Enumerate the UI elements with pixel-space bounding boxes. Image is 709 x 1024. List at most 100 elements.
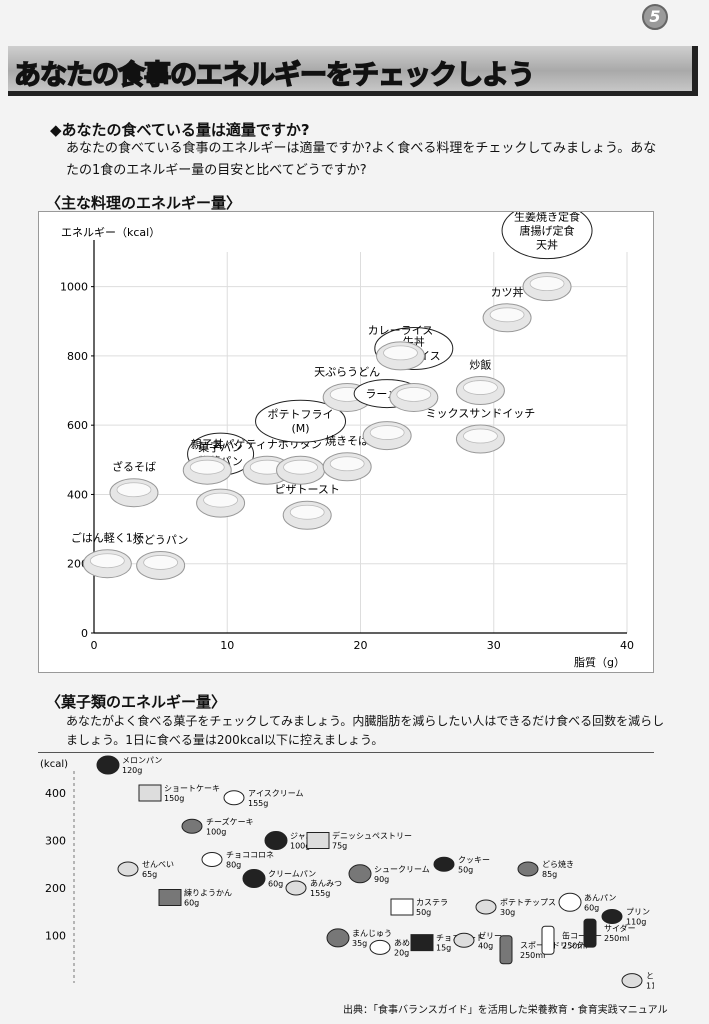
- food-dish-top: [189, 459, 225, 475]
- snack-icon: [181, 818, 203, 834]
- snack-name: あんみつ: [310, 879, 342, 888]
- x-tick-label: 0: [91, 639, 98, 652]
- snack-amount: 100g: [290, 842, 310, 851]
- food-label: 天ぷらうどん: [314, 365, 380, 378]
- x-tick-label: 30: [487, 639, 501, 652]
- snack-name: シュークリーム: [374, 865, 430, 874]
- snack-icon: [223, 790, 245, 806]
- chart-section-title: 〈主な料理のエネルギー量〉: [46, 194, 242, 212]
- snack-name: アイスクリーム: [248, 789, 304, 798]
- x-tick-label: 40: [620, 639, 634, 652]
- snack-icon: [453, 932, 475, 948]
- snack-amount: 65g: [142, 870, 157, 879]
- y-tick-label: 600: [67, 419, 88, 432]
- snack-amount: 110g: [626, 918, 646, 927]
- snack-name: クリームパン: [268, 870, 316, 879]
- snack-amount: 100g: [206, 827, 226, 836]
- title-banner: あなたの食事のエネルギーをチェックしよう: [8, 46, 698, 96]
- y-tick-label: 0: [81, 627, 88, 640]
- snack-name: 缶コーヒー: [562, 930, 602, 940]
- snack-amount: 60g: [584, 903, 599, 912]
- snack-icon: [390, 898, 414, 916]
- snack-icon: [158, 889, 182, 906]
- snack-amount: 155g: [310, 889, 330, 898]
- label-bubble: [255, 399, 347, 443]
- snack-name: 練りようかん: [184, 888, 232, 898]
- food-label: 炒飯: [469, 358, 491, 372]
- y-axis-label: (kcal): [40, 759, 68, 770]
- food-point: 焼きそば: [322, 435, 372, 482]
- food-label: ピザトースト: [274, 483, 339, 496]
- y-tick-label: 100: [45, 930, 66, 943]
- food-point: カツ丼: [482, 286, 532, 333]
- y-tick-label: 800: [67, 350, 88, 363]
- food-dish-top: [463, 380, 498, 395]
- food-label: 唐揚げ定食: [520, 224, 575, 238]
- y-tick-label: 200: [67, 558, 88, 571]
- y-axis-label: エネルギー（kcal）: [61, 226, 160, 239]
- food-dish-top: [89, 553, 125, 569]
- snack-amount: 120g: [122, 766, 142, 775]
- snack-section-title: 〈菓子類のエネルギー量〉: [46, 693, 227, 711]
- snack-name: チーズケーキ: [206, 816, 254, 826]
- food-point: ピザトースト: [274, 483, 340, 530]
- snack-amount: 15g: [436, 944, 451, 953]
- intro-text: あなたの食べている食事のエネルギーは適量ですか?よく食べる料理をチェックしてみま…: [66, 141, 657, 178]
- snack-amount: 50g: [458, 865, 473, 874]
- snack-name: どら焼き: [542, 860, 574, 869]
- food-label: カツ丼: [491, 286, 524, 299]
- food-dish-top: [383, 345, 418, 361]
- snack-icon: [410, 934, 434, 952]
- snack-amount: 75g: [332, 842, 347, 851]
- snack-icon: [201, 852, 223, 867]
- food-dish-top: [463, 428, 498, 444]
- food-dish-top: [396, 387, 432, 402]
- snack-icon: [96, 755, 120, 775]
- snack-icon: [348, 864, 372, 884]
- snack-icon: [306, 832, 330, 849]
- snack-icon: [326, 928, 350, 948]
- snack-amount: 40g: [478, 941, 493, 950]
- food-label: カレーライス: [368, 324, 434, 337]
- snack-icon: [583, 918, 597, 948]
- snack-amount: 20g: [394, 948, 409, 957]
- food-label: 生姜焼き定食: [514, 212, 580, 224]
- food-point: ざるそば: [109, 460, 159, 508]
- snack-icon: [433, 856, 455, 872]
- snack-icon: [558, 892, 582, 912]
- snack-icon: [621, 973, 643, 989]
- x-tick-label: 10: [220, 639, 234, 652]
- food-label: ざるそば: [112, 460, 156, 474]
- food-label: 菓子パン: [198, 441, 243, 454]
- banner-title: あなたの食事のエネルギーをチェックしよう: [13, 59, 536, 91]
- food-dish-top: [116, 482, 152, 498]
- page-number: 5: [642, 4, 668, 30]
- y-tick-label: 300: [45, 835, 66, 848]
- snack-icon: [285, 880, 307, 896]
- snack-amount: 80g: [226, 861, 241, 870]
- snack-amount: 155g: [248, 799, 268, 808]
- snack-chart-box: (kcal) 100 200 300 400 メロンパン 120g ショートケーキ 150g チー…: [38, 752, 686, 1000]
- food-point: ごはん軽く1杯: [71, 531, 144, 579]
- snack-icon: [264, 831, 288, 850]
- snack-icon: [138, 784, 162, 802]
- food-dish-top: [203, 492, 238, 508]
- food-label: ぶどうパン: [133, 533, 189, 546]
- snack-icon: [601, 909, 623, 924]
- x-tick-label: 20: [354, 639, 368, 652]
- y-tick-label: 200: [45, 882, 66, 895]
- snack-name: クッキー: [458, 855, 490, 864]
